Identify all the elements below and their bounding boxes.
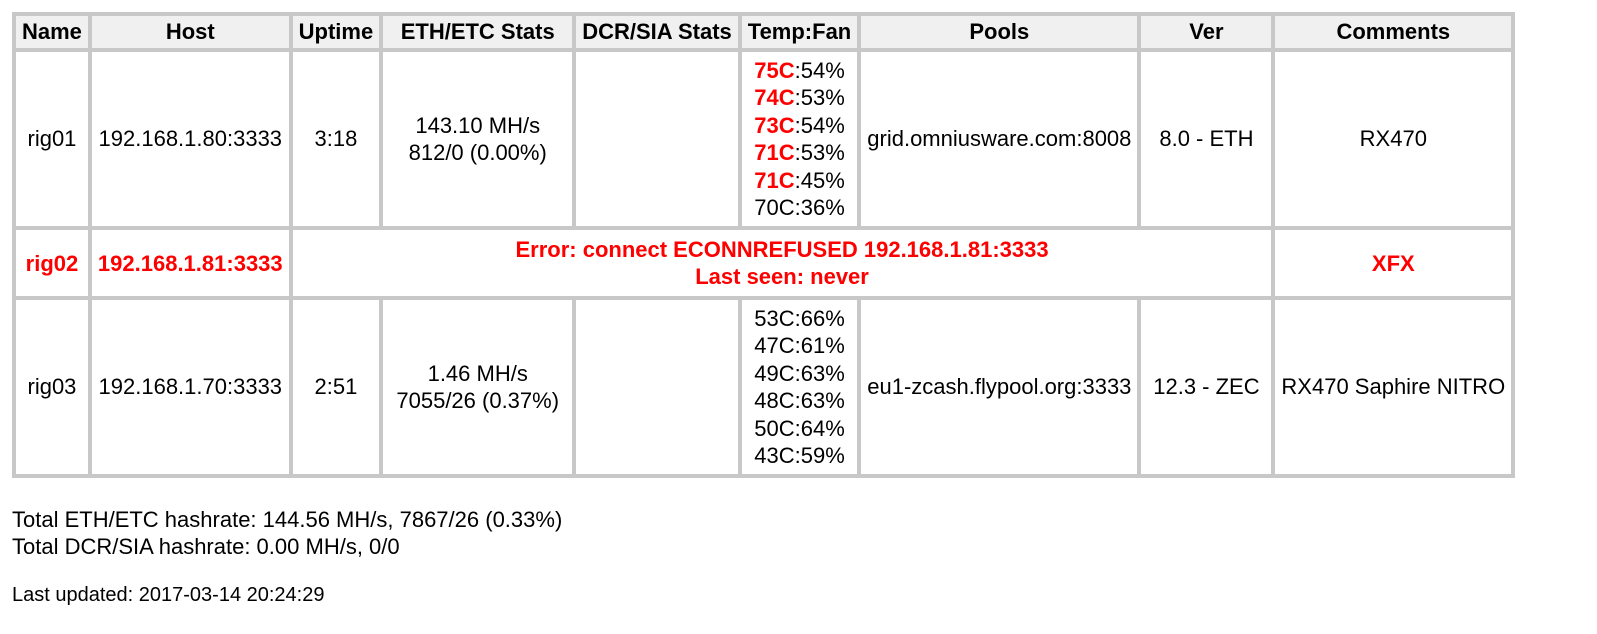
header-ver: Ver: [1139, 14, 1274, 50]
gpu-temp-fan: 70C:36%: [748, 194, 851, 222]
total-dcr-hashrate: Total DCR/SIA hashrate: 0.00 MH/s, 0/0: [12, 534, 400, 559]
gpu-temp: 75C: [754, 57, 795, 83]
header-host: Host: [89, 14, 291, 50]
gpu-temp: 50C: [754, 415, 795, 441]
rig-uptime: 2:51: [290, 298, 382, 476]
gpu-temp-fan: 49C:63%: [748, 360, 851, 388]
gpu-fan: :63%: [794, 388, 845, 413]
gpu-fan: :54%: [794, 112, 845, 138]
gpu-temp-fan: 73C:54%: [748, 112, 851, 140]
error-message-cell: Error: connect ECONNREFUSED 192.168.1.81…: [290, 228, 1274, 298]
total-eth-hashrate: Total ETH/ETC hashrate: 144.56 MH/s, 786…: [12, 507, 563, 532]
table-header-row: Name Host Uptime ETH/ETC Stats DCR/SIA S…: [14, 14, 1514, 50]
gpu-temp-fan: 50C:64%: [748, 415, 851, 443]
rig-name: rig01: [14, 50, 90, 228]
gpu-temp: 71C: [754, 167, 795, 193]
gpu-temp: 71C: [754, 140, 795, 165]
eth-shares: 7055/26 (0.37%): [396, 388, 560, 413]
gpu-fan: :63%: [794, 360, 845, 386]
rig-pool: grid.omniusware.com:8008: [859, 50, 1140, 228]
gpu-temp-fan: 53C:66%: [748, 305, 851, 333]
table-row: rig03 192.168.1.70:3333 2:51 1.46 MH/s 7…: [14, 298, 1514, 476]
gpu-fan: :36%: [794, 195, 845, 220]
totals: Total ETH/ETC hashrate: 144.56 MH/s, 786…: [12, 506, 562, 560]
gpu-temp-fan: 48C:63%: [748, 387, 851, 415]
dcr-stats: [574, 50, 740, 228]
rig-version: 12.3 - ZEC: [1139, 298, 1274, 476]
gpu-temp-fan: 71C:53%: [748, 139, 851, 167]
miners-table: Name Host Uptime ETH/ETC Stats DCR/SIA S…: [12, 12, 1516, 478]
eth-shares: 812/0 (0.00%): [408, 140, 547, 165]
gpu-temp: 74C: [754, 85, 795, 110]
gpu-fan: :53%: [794, 85, 845, 110]
miner-status-panel: Name Host Uptime ETH/ETC Stats DCR/SIA S…: [12, 12, 1516, 478]
gpu-fan: :54%: [794, 57, 845, 83]
header-temp-fan: Temp:Fan: [739, 14, 860, 50]
rig-host: 192.168.1.70:3333: [89, 298, 291, 476]
header-pools: Pools: [859, 14, 1140, 50]
gpu-fan: :66%: [794, 305, 845, 331]
gpu-temp: 53C: [754, 305, 795, 331]
header-comments: Comments: [1273, 14, 1514, 50]
gpu-temp: 43C: [754, 443, 795, 468]
gpu-temp-fan: 47C:61%: [748, 332, 851, 360]
rig-uptime: 3:18: [290, 50, 382, 228]
eth-hashrate: 1.46 MH/s: [427, 360, 528, 386]
rig-host: 192.168.1.81:3333: [89, 228, 291, 298]
gpu-temp-fan: 71C:45%: [748, 167, 851, 195]
gpu-temp: 48C: [754, 388, 795, 413]
header-name: Name: [14, 14, 90, 50]
gpu-temp-fan: 43C:59%: [748, 442, 851, 470]
gpu-fan: :53%: [794, 140, 845, 165]
rig-pool: eu1-zcash.flypool.org:3333: [859, 298, 1140, 476]
table-row-error: rig02 192.168.1.81:3333 Error: connect E…: [14, 228, 1514, 298]
eth-hashrate: 143.10 MH/s: [415, 112, 541, 138]
temp-fan-cell: 53C:66% 47C:61% 49C:63% 48C:63% 50C:64% …: [739, 298, 860, 476]
error-message: Error: connect ECONNREFUSED 192.168.1.81…: [515, 237, 1049, 262]
rig-comment: XFX: [1273, 228, 1514, 298]
gpu-temp: 70C: [754, 195, 795, 220]
last-updated: Last updated: 2017-03-14 20:24:29: [12, 584, 325, 606]
rig-comment: RX470 Saphire NITRO: [1273, 298, 1514, 476]
gpu-temp-fan: 74C:53%: [748, 84, 851, 112]
eth-stats: 1.46 MH/s 7055/26 (0.37%): [381, 298, 575, 476]
rig-version: 8.0 - ETH: [1139, 50, 1274, 228]
gpu-temp: 73C: [754, 112, 795, 138]
gpu-fan: :45%: [794, 167, 845, 193]
rig-host: 192.168.1.80:3333: [89, 50, 291, 228]
gpu-fan: :64%: [794, 415, 845, 441]
gpu-temp: 47C: [754, 333, 795, 358]
gpu-fan: :59%: [794, 443, 845, 468]
gpu-fan: :61%: [794, 333, 845, 358]
last-seen: Last seen: never: [695, 264, 869, 289]
header-eth-stats: ETH/ETC Stats: [381, 14, 575, 50]
dcr-stats: [574, 298, 740, 476]
table-row: rig01 192.168.1.80:3333 3:18 143.10 MH/s…: [14, 50, 1514, 228]
rig-comment: RX470: [1273, 50, 1514, 228]
gpu-temp: 49C: [754, 360, 795, 386]
gpu-temp-fan: 75C:54%: [748, 57, 851, 85]
header-dcr-stats: DCR/SIA Stats: [574, 14, 740, 50]
temp-fan-cell: 75C:54% 74C:53% 73C:54% 71C:53% 71C:45% …: [739, 50, 860, 228]
rig-name: rig02: [14, 228, 90, 298]
eth-stats: 143.10 MH/s 812/0 (0.00%): [381, 50, 575, 228]
rig-name: rig03: [14, 298, 90, 476]
header-uptime: Uptime: [290, 14, 382, 50]
